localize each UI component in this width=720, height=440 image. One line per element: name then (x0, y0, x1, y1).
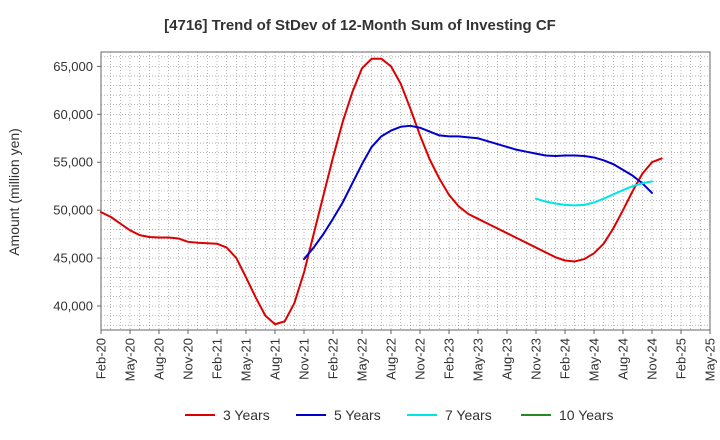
series-line-7-years (535, 180, 653, 207)
x-tick-label: Aug-20 (152, 338, 167, 380)
legend-label-3-years: 3 Years (223, 407, 270, 423)
legend-label-7-years: 7 Years (445, 407, 492, 423)
y-axis-label: Amount (million yen) (6, 128, 22, 256)
x-tick-label: May-24 (587, 338, 602, 381)
grid-lines (101, 52, 710, 330)
x-tick-label: May-21 (239, 338, 254, 381)
x-tick-label: Feb-20 (94, 338, 109, 379)
x-tick-label: Aug-22 (384, 338, 399, 380)
y-axis-ticks: 40,000 45,000 50,000 55,000 60,000 65,000 (53, 59, 101, 314)
x-tick-label: Aug-21 (268, 338, 283, 380)
y-tick-label: 60,000 (53, 107, 93, 122)
series-line-5-years (303, 124, 653, 261)
legend-label-5-years: 5 Years (334, 407, 381, 423)
series-line-3-years (100, 57, 663, 326)
x-tick-label: May-23 (471, 338, 486, 381)
x-tick-label: Feb-21 (210, 338, 225, 379)
y-tick-label: 50,000 (53, 203, 93, 218)
y-tick-label: 45,000 (53, 251, 93, 266)
y-tick-label: 65,000 (53, 59, 93, 74)
x-axis-ticks: Feb-20 May-20 Aug-20 Nov-20 Feb-21 May-21 Aug-… (94, 330, 718, 381)
legend: 3 Years 5 Years 7 Years 10 Years (185, 407, 614, 423)
legend-label-10-years: 10 Years (559, 407, 614, 423)
x-tick-label: Nov-20 (181, 338, 196, 380)
series-lines (100, 57, 663, 326)
y-tick-label: 55,000 (53, 155, 93, 170)
chart-title: [4716] Trend of StDev of 12-Month Sum of… (164, 17, 556, 34)
x-tick-label: Feb-25 (674, 338, 689, 379)
x-tick-label: Nov-23 (529, 338, 544, 380)
x-tick-label: Feb-23 (442, 338, 457, 379)
x-tick-label: May-25 (703, 338, 718, 381)
x-tick-label: Nov-24 (645, 338, 660, 380)
x-tick-label: Feb-22 (326, 338, 341, 379)
x-tick-label: Feb-24 (558, 338, 573, 379)
x-tick-label: Aug-23 (500, 338, 515, 380)
x-tick-label: Nov-22 (413, 338, 428, 380)
x-tick-label: Nov-21 (297, 338, 312, 380)
x-tick-label: May-20 (123, 338, 138, 381)
x-tick-label: Aug-24 (616, 338, 631, 380)
x-tick-label: May-22 (355, 338, 370, 381)
y-tick-label: 40,000 (53, 299, 93, 314)
